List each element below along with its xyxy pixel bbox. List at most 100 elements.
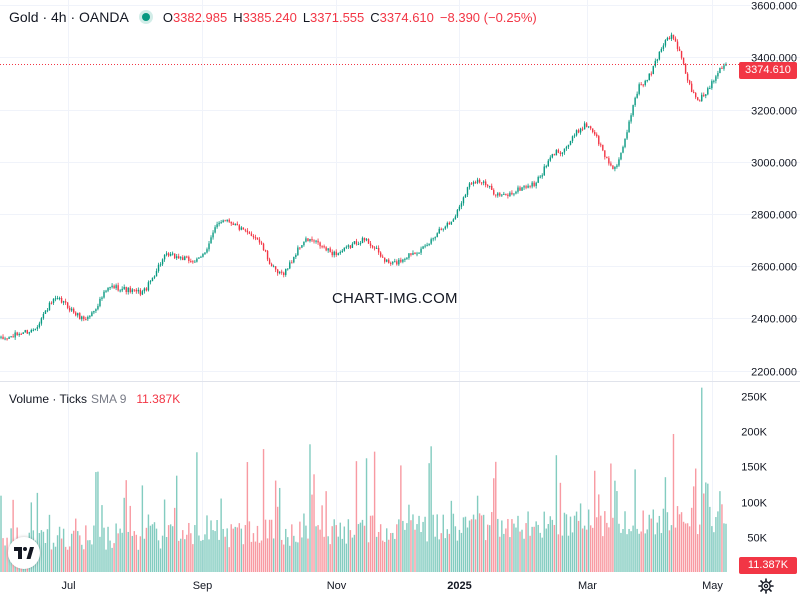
candle-body [644,80,646,85]
candle-body [228,219,230,222]
candle-body [539,176,541,178]
candle-body [109,287,111,289]
volume-bar [89,540,91,572]
candle-body [426,244,428,246]
volume-bar [278,487,281,572]
candle-body [121,288,123,291]
volume-bar [682,521,685,572]
candle-body [517,187,519,192]
candle-body [559,152,562,154]
candle-body [101,297,103,299]
candle-body [75,312,77,316]
volume-bar [408,504,410,572]
candle-body [2,336,4,340]
volume-bar [656,522,659,572]
candle-body [32,329,35,331]
volume-bar [250,541,253,572]
candle-body [355,241,358,245]
volume-bar [606,522,608,572]
volume-bar [478,513,481,572]
sma-label: SMA 9 [91,392,127,406]
volume-bar [703,493,705,572]
volume-bar [579,503,582,572]
candle-body [505,193,507,195]
volume-bar [456,540,459,572]
volume-bar [531,526,533,572]
candle-body [535,182,537,186]
volume-bar [224,536,226,572]
candle-body [680,51,683,58]
volume-bar [238,523,241,572]
symbol-title[interactable]: Gold · 4h · OANDA [9,9,129,25]
volume-bar [416,524,418,572]
candle-body [450,221,453,225]
volume-bar [341,538,344,572]
candle-body [398,259,400,265]
volume-bar [56,535,59,572]
volume-bar [373,451,376,572]
volume-bar [377,531,380,572]
candle-body [281,271,283,273]
candle-body [351,243,354,248]
volume-bar [333,519,335,572]
volume-bar [285,528,287,572]
time-tick-label: Nov [327,580,347,592]
volume-bar [40,530,43,572]
volume-bar [690,507,693,572]
candle-body [676,41,679,49]
candle-body [664,40,667,46]
candle-body [266,250,269,260]
volume-bar [602,536,604,572]
volume-bar [248,521,251,572]
candle-body [432,238,434,240]
volume-bar [133,531,135,572]
volume-bar [430,446,432,572]
volume-bar [440,533,442,572]
volume-bar [587,509,590,572]
candle-body [127,287,129,293]
volume-bar [202,539,204,572]
candle-body [131,289,133,293]
candle-body [543,166,545,176]
gear-icon[interactable] [757,577,775,595]
candle-body [569,141,572,145]
volume-bar [222,528,224,572]
candle-body [577,130,580,133]
candle-body [381,256,384,258]
volume-bar [139,536,142,572]
volume-bar [672,433,675,572]
volume-bar [486,524,489,572]
volume-bar [589,525,592,572]
volume-title[interactable]: Volume · Ticks [9,392,88,406]
volume-legend: Volume · Ticks SMA 9 11.387K [9,390,180,408]
volume-bar [644,533,646,572]
volume-bar [194,525,196,572]
volume-bar [276,506,279,572]
candle-body [565,146,568,149]
volume-bar [618,523,620,572]
volume-bar [355,461,358,572]
volume-bar [182,530,184,572]
volume-bar [410,520,412,572]
candle-body [533,182,535,186]
volume-bar [210,520,212,572]
candle-body [470,183,473,185]
volume-bar [638,533,640,572]
candle-body [188,256,190,261]
candle-body [173,253,176,259]
volume-bar [678,514,681,572]
candle-body [489,185,491,187]
volume-bar [125,480,127,572]
volume-bar [123,497,125,572]
candle-body [343,247,346,251]
tradingview-logo-icon[interactable] [8,537,40,569]
volume-bar [694,468,697,572]
volume-bar [345,543,348,572]
volume-bar [513,523,515,572]
candle-body [545,166,547,168]
candle-body [317,240,319,243]
volume-bar [121,532,123,572]
volume-bar [480,515,483,572]
candle-body [62,301,65,303]
